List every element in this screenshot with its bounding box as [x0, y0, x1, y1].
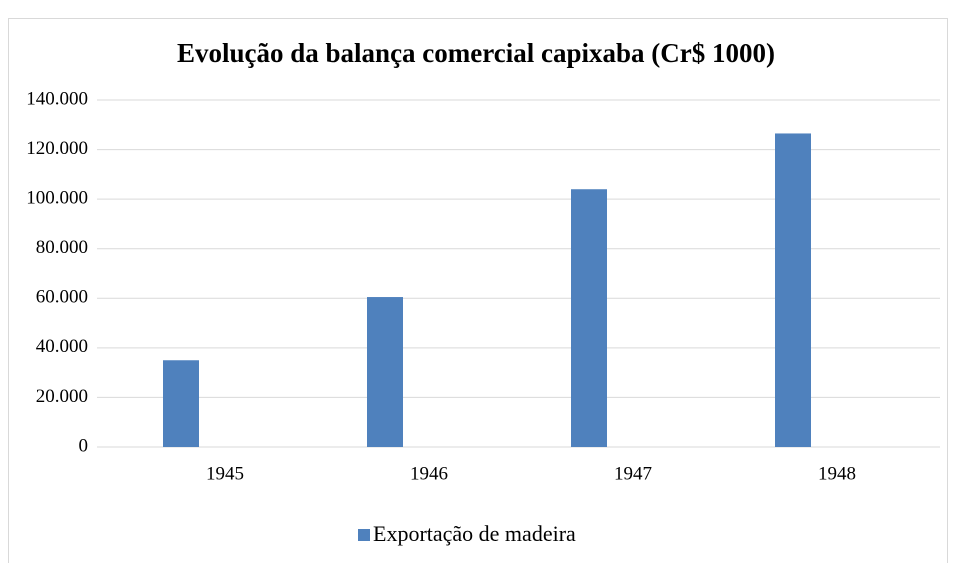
x-tick-label: 1947: [614, 463, 652, 484]
y-tick-label: 0: [79, 435, 89, 456]
y-tick-label: 60.000: [36, 287, 88, 308]
y-tick-label: 120.000: [26, 138, 88, 159]
bar: [367, 297, 403, 447]
x-tick-label: 1945: [206, 463, 244, 484]
bar: [775, 133, 811, 448]
x-tick-label: 1948: [818, 463, 856, 484]
x-tick-label: 1946: [410, 463, 448, 484]
bar: [571, 189, 607, 447]
bar: [163, 360, 199, 447]
y-tick-label: 40.000: [36, 336, 88, 357]
legend-swatch: [358, 529, 370, 541]
y-tick-label: 100.000: [26, 188, 88, 209]
legend-label: Exportação de madeira: [373, 521, 576, 546]
y-tick-label: 80.000: [36, 237, 88, 258]
y-tick-label: 20.000: [36, 386, 88, 407]
chart-title: Evolução da balança comercial capixaba (…: [177, 38, 775, 68]
y-tick-label: 140.000: [26, 88, 88, 109]
